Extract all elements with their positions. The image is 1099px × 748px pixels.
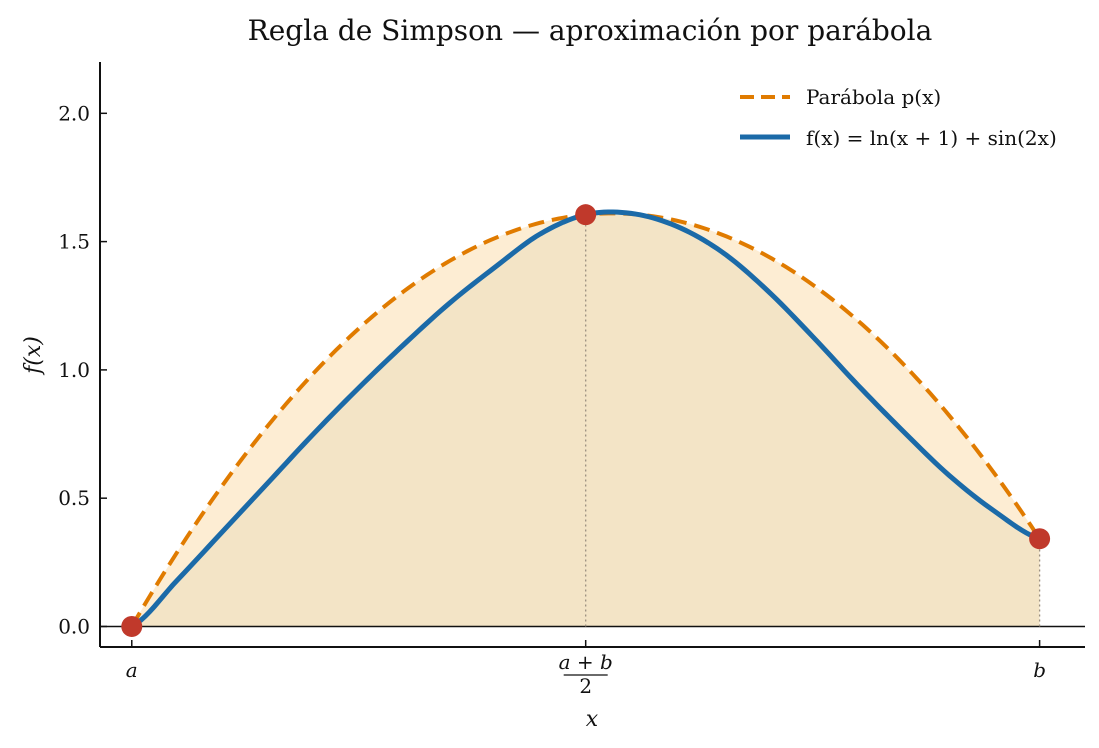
y-tick-label: 1.0	[58, 358, 90, 382]
x-tick-label-numerator: a + b	[559, 650, 613, 674]
area-parabola-above-function-fill	[131, 212, 1040, 627]
chart-title: Regla de Simpson — aproximación por pará…	[248, 14, 933, 47]
x-axis-label: x	[586, 707, 599, 732]
y-axis-label: f(x)	[21, 336, 46, 376]
x-ticks: a a + b2 b	[126, 640, 1046, 698]
y-tick-label: 0.0	[58, 614, 90, 638]
node-guide-lines	[585, 214, 1041, 627]
node-point-0	[121, 615, 143, 637]
legend-label-function: f(x) = ln(x + 1) + sin(2x)	[806, 126, 1057, 150]
y-tick-label: 2.0	[58, 101, 90, 125]
x-tick-label-denominator: 2	[579, 674, 592, 698]
simpson-nodes	[121, 204, 1051, 637]
x-tick-label: b	[1033, 658, 1046, 682]
area-fills	[131, 212, 1040, 627]
node-point-1	[575, 204, 597, 226]
legend-label-parabola: Parábola p(x)	[806, 85, 941, 109]
y-ticks: 0.0 0.5 1.0 1.5 2.0	[58, 101, 107, 638]
node-point-2	[1029, 528, 1051, 550]
x-tick-label: a	[126, 658, 138, 682]
legend: Parábola p(x) f(x) = ln(x + 1) + sin(2x)	[740, 85, 1057, 150]
y-tick-label: 1.5	[58, 230, 90, 254]
y-tick-label: 0.5	[58, 486, 90, 510]
